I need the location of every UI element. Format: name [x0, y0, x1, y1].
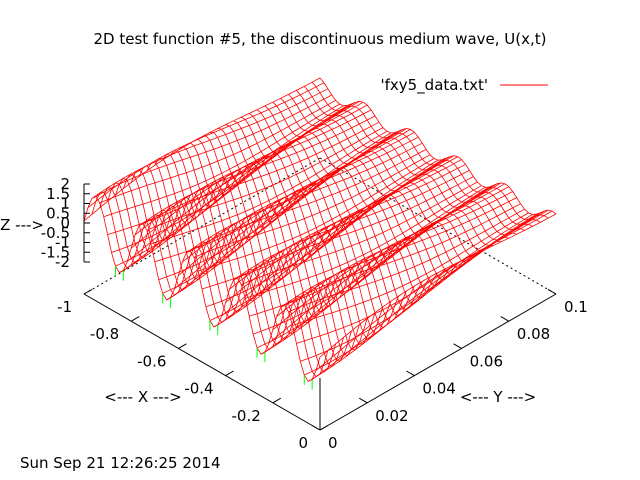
- surface-line-y: [83, 196, 321, 382]
- z-tick-label: -2: [55, 253, 70, 271]
- z-tick-label: 2: [60, 175, 70, 193]
- surface-line-y: [233, 120, 470, 275]
- legend: 'fxy5_data.txt': [380, 76, 548, 95]
- surface-line-y: [225, 124, 462, 281]
- x-tick-label: -0.2: [232, 407, 261, 425]
- x-tick-label: -0.4: [184, 380, 213, 398]
- z-tick-label: 0.5: [46, 204, 70, 222]
- surface-line-y: [272, 101, 509, 246]
- surface-line-y: [241, 116, 478, 269]
- x-tick-label: -0.6: [137, 352, 166, 370]
- z-tick-label: 0: [60, 214, 70, 232]
- surface-line-y: [296, 90, 533, 230]
- surface-line-y: [193, 138, 431, 304]
- x-tick-label: 0: [298, 434, 308, 452]
- y-tick-label: 0.08: [517, 325, 550, 343]
- z-tick-label: -0.5: [41, 224, 70, 242]
- surface-line-y: [115, 177, 352, 362]
- surface-line-x: [245, 185, 482, 299]
- surface-line-y: [107, 182, 344, 368]
- z-tick-label: 1: [60, 195, 70, 213]
- surface-line-y: [178, 146, 415, 317]
- z-axis: 21.510.50-0.5-1-1.5-2: [41, 175, 90, 271]
- y-tick: [311, 424, 321, 431]
- y-tick: [358, 397, 368, 404]
- x-axis-label: <--- X --->: [104, 388, 181, 406]
- surface-line-y: [122, 173, 360, 356]
- y-axis-label: <--- Y --->: [460, 388, 536, 406]
- y-tick-label: 0.04: [422, 380, 455, 398]
- surface-line-y: [256, 109, 494, 258]
- back-edge-right: [319, 157, 557, 295]
- x-tick: [83, 288, 93, 295]
- y-tick: [547, 288, 557, 295]
- surface-line-x: [197, 158, 435, 272]
- x-tick: [319, 424, 329, 431]
- legend-label: 'fxy5_data.txt': [380, 76, 488, 95]
- surface-line-y: [209, 132, 447, 292]
- surface-line-x: [103, 103, 340, 218]
- z-tick-label: -1: [55, 234, 70, 252]
- x-tick-label: -1: [57, 298, 72, 316]
- y-tick: [406, 370, 415, 377]
- y-tick: [500, 316, 510, 322]
- z-tick-label: 1.5: [46, 185, 70, 203]
- y-tick-label: 0: [328, 434, 338, 452]
- surface-line-x: [150, 130, 388, 245]
- surface-line-y: [146, 161, 384, 340]
- x-tick: [272, 397, 282, 404]
- y-axis-line: [319, 293, 557, 431]
- x-axis-line: [83, 293, 321, 431]
- y-tick-label: 0.06: [470, 352, 503, 370]
- surface-line-x: [292, 212, 529, 326]
- y-axis: 0 0.02 0.04 0.06 0.08 0.1: [311, 288, 588, 452]
- surface-line-x: [311, 209, 549, 380]
- x-tick: [130, 316, 140, 322]
- chart-title: 2D test function #5, the discontinuous m…: [93, 30, 546, 48]
- surface-line-y: [248, 113, 486, 263]
- surface-line-y: [264, 105, 501, 252]
- surface-line-y: [138, 165, 376, 345]
- surface-line-y: [304, 86, 541, 225]
- y-tick: [453, 343, 462, 349]
- surface-line-y: [288, 94, 525, 236]
- surface-line-y: [99, 187, 337, 373]
- x-axis: -1 -0.8 -0.6 -0.4 -0.2 0: [57, 288, 329, 452]
- surface: [83, 77, 557, 390]
- surface-line-y: [170, 149, 407, 323]
- z-tick-label: -1.5: [41, 243, 70, 261]
- surface-line-y: [280, 98, 517, 241]
- x-tick: [178, 343, 187, 349]
- x-tick: [225, 370, 234, 377]
- surface-line-y: [186, 142, 423, 311]
- surface-line-y: [130, 169, 368, 351]
- surface-line-x: [264, 182, 502, 353]
- z-axis-label: <--- Z --->: [0, 216, 44, 234]
- timestamp: Sun Sep 21 12:26:25 2014: [20, 454, 221, 472]
- x-tick-label: -0.8: [90, 325, 119, 343]
- surface-line-y: [311, 81, 549, 220]
- surface-line-y: [217, 128, 454, 287]
- surface-line-y: [201, 135, 439, 298]
- y-tick-label: 0.02: [375, 407, 408, 425]
- surface-line-y: [319, 77, 557, 215]
- surface-line-y: [154, 157, 392, 334]
- y-tick-label: 0.1: [564, 298, 588, 316]
